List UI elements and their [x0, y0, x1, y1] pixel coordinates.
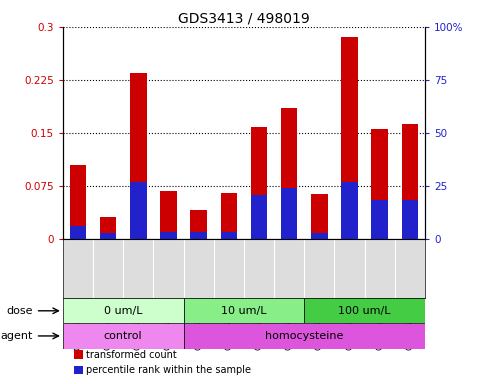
Text: transformed count: transformed count	[86, 350, 177, 360]
Bar	[63, 298, 184, 323]
Text: 100 um/L: 100 um/L	[339, 306, 391, 316]
Bar	[73, 351, 83, 359]
Bar	[402, 200, 418, 239]
Bar	[341, 182, 358, 239]
Bar	[130, 73, 146, 239]
Text: percentile rank within the sample: percentile rank within the sample	[86, 365, 251, 375]
Bar	[251, 127, 267, 239]
Text: dose: dose	[6, 306, 32, 316]
Bar	[371, 129, 388, 239]
Bar	[130, 182, 146, 239]
Bar	[70, 226, 86, 239]
Bar	[63, 323, 184, 349]
Bar	[311, 233, 327, 239]
Bar	[73, 366, 83, 374]
Bar	[190, 210, 207, 239]
Bar	[281, 108, 298, 239]
Bar	[184, 298, 304, 323]
Bar	[160, 191, 177, 239]
Text: agent: agent	[0, 331, 32, 341]
Bar	[221, 232, 237, 239]
Bar	[304, 298, 425, 323]
Bar	[70, 164, 86, 239]
Bar	[160, 232, 177, 239]
Bar	[402, 124, 418, 239]
Bar	[341, 38, 358, 239]
Bar	[100, 217, 116, 239]
Text: homocysteine: homocysteine	[265, 331, 343, 341]
Title: GDS3413 / 498019: GDS3413 / 498019	[178, 12, 310, 26]
Bar	[190, 232, 207, 239]
Text: 10 um/L: 10 um/L	[221, 306, 267, 316]
Bar	[184, 323, 425, 349]
Bar	[281, 188, 298, 239]
Bar	[251, 195, 267, 239]
Bar	[311, 194, 327, 239]
Text: control: control	[104, 331, 142, 341]
Text: 0 um/L: 0 um/L	[104, 306, 142, 316]
Bar	[100, 233, 116, 239]
Bar	[221, 193, 237, 239]
Bar	[371, 200, 388, 239]
